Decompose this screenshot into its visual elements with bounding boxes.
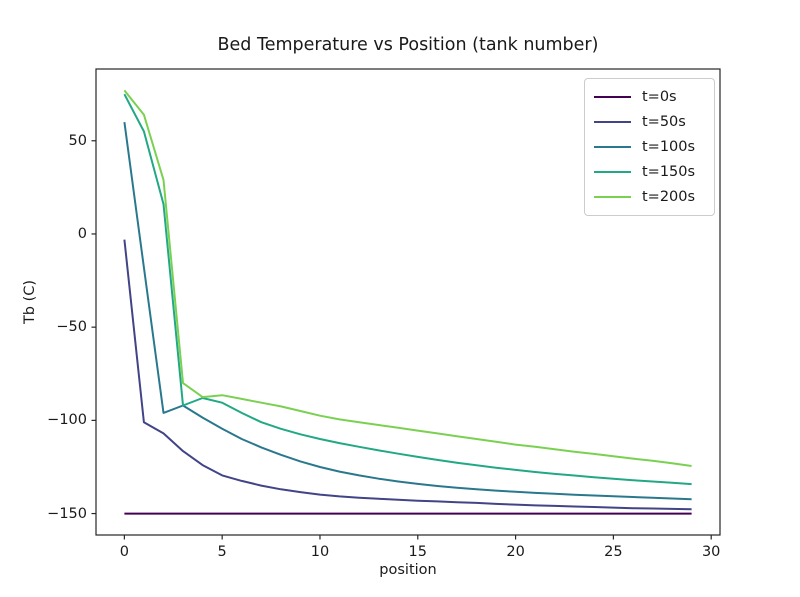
series-line-t-150s [123,93,692,486]
series-line-t-100s [123,121,692,501]
legend-label: t=200s [642,189,696,206]
legend-item: t=0s [594,89,714,105]
x-tick-label: 0 [119,544,129,560]
x-axis-label: position [379,562,437,578]
y-tick-label: 0 [77,225,87,242]
axes-frame [95,68,721,536]
chart-title: Bed Temperature vs Position (tank number… [217,35,599,55]
x-tick-label: 25 [604,544,623,560]
y-tick-label: 50 [68,132,87,149]
series-line-t-200s [123,89,692,467]
x-tick-label: 5 [217,544,227,560]
x-tick-label: 15 [408,544,427,560]
legend-label: t=100s [642,138,696,155]
legend-swatch [594,196,631,199]
legend-label: t=50s [642,113,686,130]
x-tick-label: 20 [506,544,525,560]
legend-item: t=50s [594,114,714,130]
legend-swatch [594,95,631,98]
legend-label: t=0s [642,88,677,105]
legend-item: t=200s [594,189,714,205]
legend-label: t=150s [642,164,696,181]
legend-item: t=150s [594,164,714,180]
y-tick-label: −100 [47,412,87,429]
y-tick-label: −150 [47,505,87,522]
series-line-t-50s [123,239,692,511]
legend: t=0s t=50s t=100s t=150s t=200s [584,78,715,216]
x-tick-label: 10 [310,544,330,560]
legend-swatch [594,145,631,148]
x-tick-label: 30 [701,544,721,560]
legend-item: t=100s [594,139,714,155]
y-tick-label: −50 [56,319,87,336]
legend-swatch [594,120,631,123]
legend-swatch [594,171,631,174]
